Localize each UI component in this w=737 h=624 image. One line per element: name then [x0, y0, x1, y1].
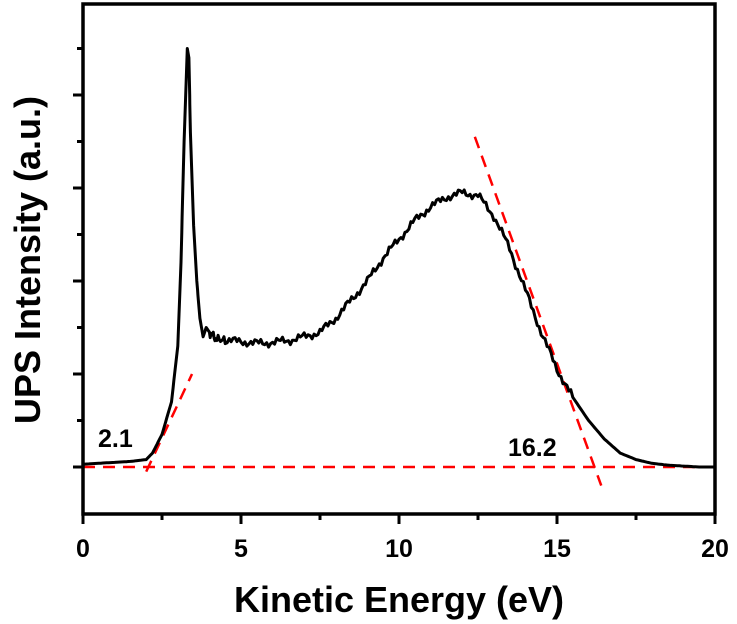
annotation-low-cutoff: 2.1: [98, 425, 133, 453]
x-axis-title: Kinetic Energy (eV): [234, 579, 564, 620]
text-layer: 2.1 16.2 Kinetic Energy (eV) UPS Intensi…: [7, 96, 729, 620]
series-line-0: [82, 47, 715, 469]
x-tick-label: 15: [543, 535, 571, 563]
x-tick-label: 5: [234, 535, 248, 563]
fit-line-2: [473, 136, 603, 487]
annotation-high-cutoff: 16.2: [508, 434, 557, 462]
y-axis-title: UPS Intensity (a.u.): [7, 96, 48, 424]
x-tick-label: 20: [701, 535, 729, 563]
x-tick-label: 10: [385, 535, 413, 563]
plot-area: [82, 47, 715, 487]
axes-frame: [73, 2, 717, 524]
fit-line-1: [145, 373, 194, 473]
plot-frame: [81, 2, 717, 516]
x-tick-label: 0: [76, 535, 90, 563]
